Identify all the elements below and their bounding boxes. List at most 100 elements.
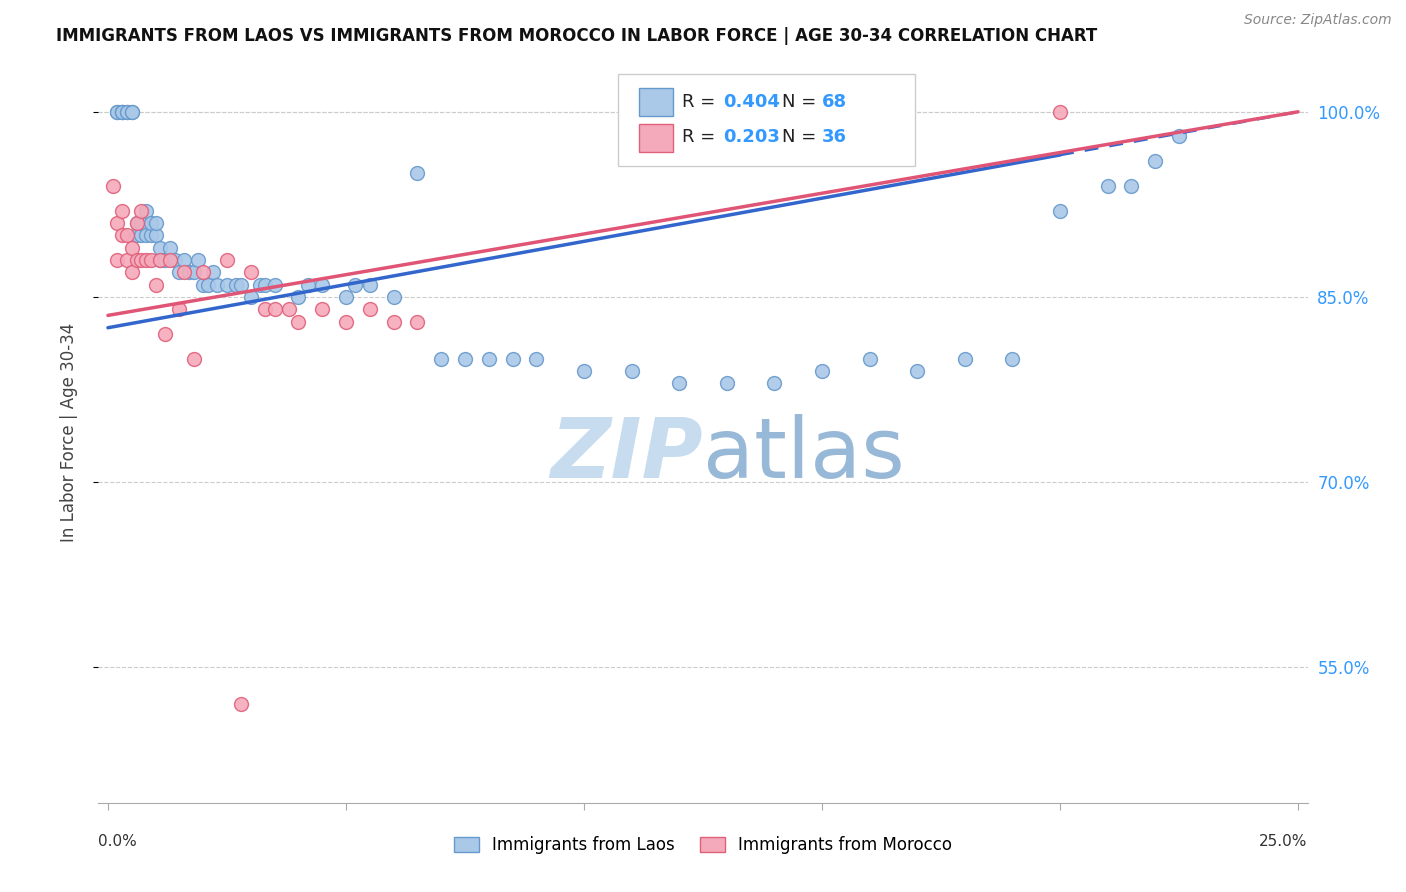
FancyBboxPatch shape (638, 88, 673, 117)
Point (1049, 203, 1071, 218)
Point (454, 351, 477, 366)
Legend: Immigrants from Laos, Immigrants from Morocco: Immigrants from Laos, Immigrants from Mo… (447, 830, 959, 861)
Point (149, 252, 172, 267)
Text: 0.0%: 0.0% (98, 834, 138, 848)
FancyBboxPatch shape (619, 73, 915, 166)
Point (159, 240, 181, 255)
Point (149, 240, 172, 255)
Point (225, 277, 247, 292)
Point (953, 351, 976, 366)
Point (215, 277, 238, 292)
Point (129, 203, 152, 218)
Point (478, 351, 501, 366)
Text: R =: R = (682, 93, 721, 111)
Point (177, 265, 200, 279)
Point (129, 216, 152, 230)
Point (197, 277, 219, 292)
Point (111, 228, 134, 243)
Point (149, 252, 172, 267)
Point (111, 203, 134, 218)
Point (406, 167, 429, 181)
Point (107, 104, 129, 119)
Point (277, 302, 299, 317)
Point (163, 252, 186, 267)
Point (107, 104, 129, 119)
Point (125, 252, 148, 267)
Point (139, 216, 162, 230)
Text: 25.0%: 25.0% (1260, 834, 1308, 848)
Point (406, 315, 429, 329)
Point (115, 104, 138, 119)
Point (173, 265, 195, 279)
Point (125, 216, 148, 230)
Point (249, 277, 271, 292)
Text: R =: R = (682, 128, 721, 146)
Point (183, 351, 205, 366)
Point (121, 104, 143, 119)
Point (905, 364, 928, 378)
Text: 0.203: 0.203 (724, 128, 780, 146)
Text: 0.404: 0.404 (724, 93, 780, 111)
Point (153, 252, 176, 267)
Point (115, 228, 138, 243)
Point (129, 228, 152, 243)
Text: 36: 36 (821, 128, 846, 146)
Point (183, 265, 205, 279)
Point (287, 290, 309, 304)
Text: N =: N = (782, 128, 821, 146)
Point (1049, 104, 1071, 119)
Point (668, 376, 690, 391)
Point (382, 290, 405, 304)
Point (215, 252, 238, 267)
Point (311, 302, 333, 317)
Point (335, 315, 357, 329)
Point (145, 216, 167, 230)
Point (125, 228, 148, 243)
Point (121, 240, 143, 255)
Point (207, 277, 229, 292)
Point (111, 104, 134, 119)
Point (502, 351, 524, 366)
Text: ZIP: ZIP (550, 414, 703, 495)
Point (139, 252, 162, 267)
Point (254, 277, 277, 292)
Point (129, 252, 152, 267)
Point (115, 104, 138, 119)
Point (135, 228, 157, 243)
Point (173, 252, 195, 267)
Point (231, 277, 253, 292)
Point (859, 351, 882, 366)
Point (297, 277, 319, 292)
Point (254, 302, 277, 317)
Text: IMMIGRANTS FROM LAOS VS IMMIGRANTS FROM MOROCCO IN LABOR FORCE | AGE 30-34 CORRE: IMMIGRANTS FROM LAOS VS IMMIGRANTS FROM … (56, 27, 1098, 45)
Point (121, 265, 143, 279)
Point (187, 252, 209, 267)
Point (1168, 129, 1191, 144)
Point (115, 252, 138, 267)
Point (1121, 178, 1143, 193)
Point (145, 228, 167, 243)
Point (135, 203, 157, 218)
Point (572, 364, 595, 378)
Point (1097, 178, 1119, 193)
Point (139, 228, 162, 243)
Point (359, 302, 381, 317)
Point (111, 104, 134, 119)
Point (239, 265, 262, 279)
Point (125, 216, 148, 230)
Point (263, 277, 285, 292)
Point (169, 302, 191, 317)
Point (716, 376, 738, 391)
Point (1144, 154, 1167, 169)
Point (335, 290, 357, 304)
Point (107, 216, 129, 230)
Point (101, 178, 124, 193)
Y-axis label: In Labor Force | Age 30-34: In Labor Force | Age 30-34 (59, 323, 77, 542)
Text: atlas: atlas (703, 414, 904, 495)
Point (524, 351, 547, 366)
Point (239, 290, 262, 304)
Point (620, 364, 643, 378)
Point (111, 104, 134, 119)
Text: Source: ZipAtlas.com: Source: ZipAtlas.com (1244, 13, 1392, 28)
Point (159, 252, 181, 267)
